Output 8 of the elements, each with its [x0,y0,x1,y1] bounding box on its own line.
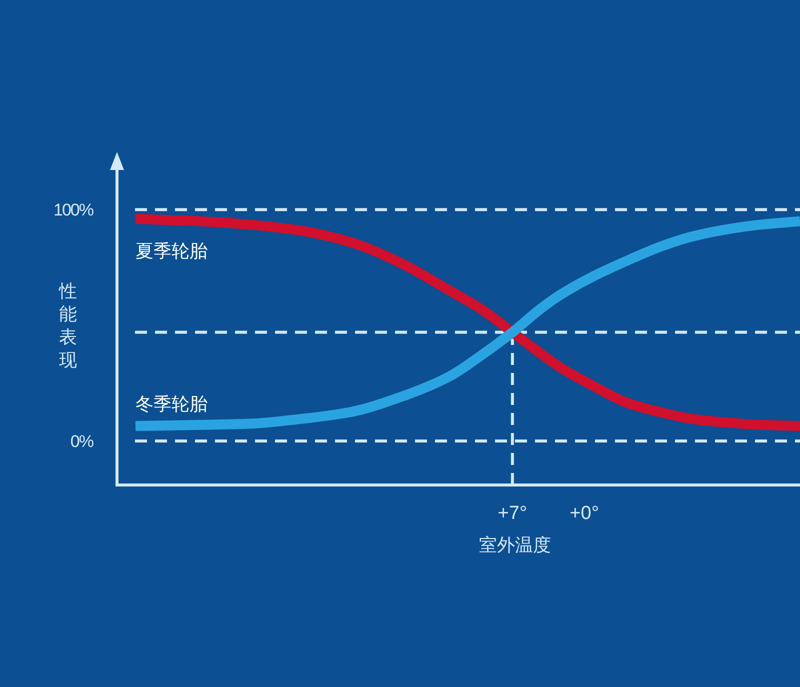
x-tick-label: +0° [570,503,599,524]
x-tick-label: +7° [498,503,528,524]
series-label: 冬季轮胎 [135,394,208,414]
y-tick-label: 0% [70,432,94,452]
series-label: 夏季轮胎 [135,240,208,261]
y-tick-label: 100% [54,200,94,220]
y-axis-title: 性能表现 [58,281,77,370]
x-axis-title: 室外温度 [479,535,551,555]
